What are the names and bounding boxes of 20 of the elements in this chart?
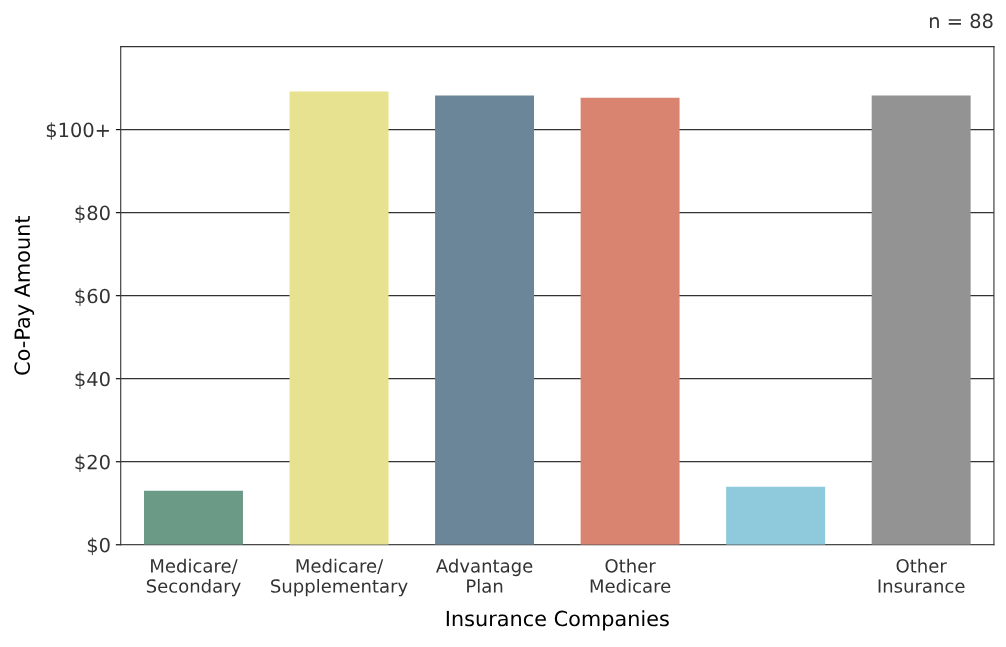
y-tick-label: $60: [75, 288, 110, 306]
x-tick-label: Other Medicare: [590, 558, 671, 593]
x-tick-label: Other Insurance: [878, 558, 965, 593]
bar: [289, 91, 389, 545]
text: n = 88: [929, 13, 993, 29]
bar: [435, 95, 535, 545]
bar: [580, 97, 680, 545]
x-tick-label: Advantage Plan: [435, 558, 533, 593]
x-tick-label: Medicare/ Secondary: [146, 558, 241, 597]
y-tick-label: $20: [75, 454, 110, 472]
y-tick-label: $0: [87, 537, 110, 556]
bar: [726, 486, 826, 545]
bar: [144, 490, 243, 545]
y-tick-label: $40: [75, 371, 110, 389]
y-tick-label: $100+: [46, 122, 109, 140]
x-axis-title: Insurance Companies: [446, 610, 669, 631]
y-tick-label: $80: [75, 205, 110, 223]
y-axis-title: Co-Pay Amount: [14, 215, 35, 375]
x-tick-label: Medicare/ Supplementary: [271, 558, 408, 597]
bar: [871, 95, 971, 545]
